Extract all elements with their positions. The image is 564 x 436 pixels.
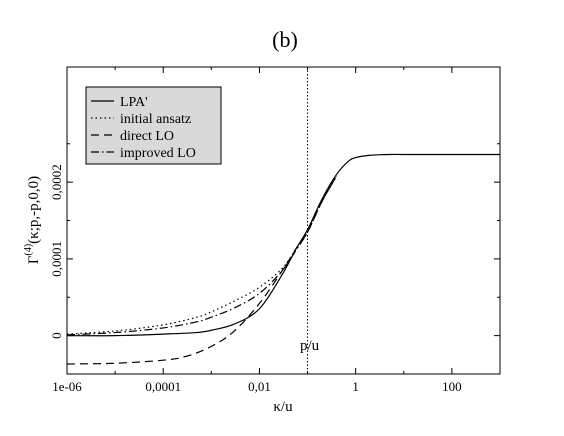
panel-label: (b) [272,27,298,52]
series-line-solid [66,153,500,337]
y-tick-label: 0 [49,332,64,339]
x-tick-label: 1 [352,379,359,394]
x-tick-label: 0,0001 [145,379,181,394]
y-axis-label: Γ(4)(κ;p,-p,0,0) [23,176,42,264]
series-line-dashdot [66,175,338,336]
legend-label: LPA' [120,95,148,110]
y-tick-label: 0,0002 [49,164,64,200]
y-tick-label: 0,0001 [49,241,64,277]
y-axis-label-rest: (κ;p,-p,0,0) [26,176,42,244]
legend-box [85,86,222,165]
legend-label: improved LO [120,146,196,161]
legend-label: initial ansatz [120,112,191,127]
x-axis-label: κ/u [273,399,293,415]
y-axis: 0 0,0001 0,0002 [49,143,500,339]
p-over-u-annotation: p/u [300,338,320,354]
series-layer [66,153,500,365]
x-tick-label: 1e-06 [52,379,82,394]
x-tick-label: 100 [442,379,462,394]
legend: LPA' initial ansatz direct LO improved LO [85,86,222,165]
series-line-dotted [66,175,338,335]
y-axis-label-main: Γ [26,255,42,264]
x-tick-label: 0,01 [248,379,271,394]
legend-label: direct LO [120,129,174,144]
y-axis-label-superscript: (4) [23,244,34,256]
